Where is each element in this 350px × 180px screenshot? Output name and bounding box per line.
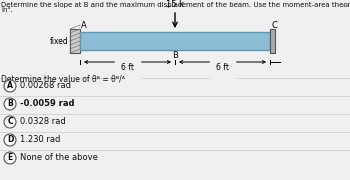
Text: ⋯: ⋯	[342, 1, 350, 11]
Circle shape	[4, 80, 16, 92]
Text: A: A	[7, 82, 13, 91]
Text: Determine the value of θᴮ = θᴮ/ᴬ: Determine the value of θᴮ = θᴮ/ᴬ	[1, 74, 125, 83]
Text: 0.0328 rad: 0.0328 rad	[20, 118, 66, 127]
Text: -0.0059 rad: -0.0059 rad	[20, 100, 75, 109]
Text: C: C	[271, 21, 277, 30]
Bar	[80, 32, 270, 50]
Circle shape	[4, 152, 16, 164]
Text: 15 k: 15 k	[166, 0, 184, 9]
Text: in⁴.: in⁴.	[1, 7, 13, 13]
Text: D: D	[7, 136, 13, 145]
Circle shape	[4, 98, 16, 110]
Text: B: B	[7, 100, 13, 109]
Text: C: C	[7, 118, 13, 127]
Text: None of the above: None of the above	[20, 154, 98, 163]
Circle shape	[4, 134, 16, 146]
Bar	[70, 29, 80, 53]
Text: A: A	[81, 21, 87, 30]
Text: fixed: fixed	[50, 37, 69, 46]
Text: 0.00268 rad: 0.00268 rad	[20, 82, 71, 91]
Text: E: E	[7, 154, 13, 163]
Text: 6 ft: 6 ft	[121, 63, 134, 72]
Bar	[270, 29, 275, 53]
Circle shape	[4, 116, 16, 128]
Text: 1.230 rad: 1.230 rad	[20, 136, 60, 145]
Text: B: B	[172, 51, 178, 60]
Text: 6 ft: 6 ft	[216, 63, 229, 72]
Text: Determine the slope at B and the maximum displacement of the beam. Use the momen: Determine the slope at B and the maximum…	[1, 1, 350, 8]
